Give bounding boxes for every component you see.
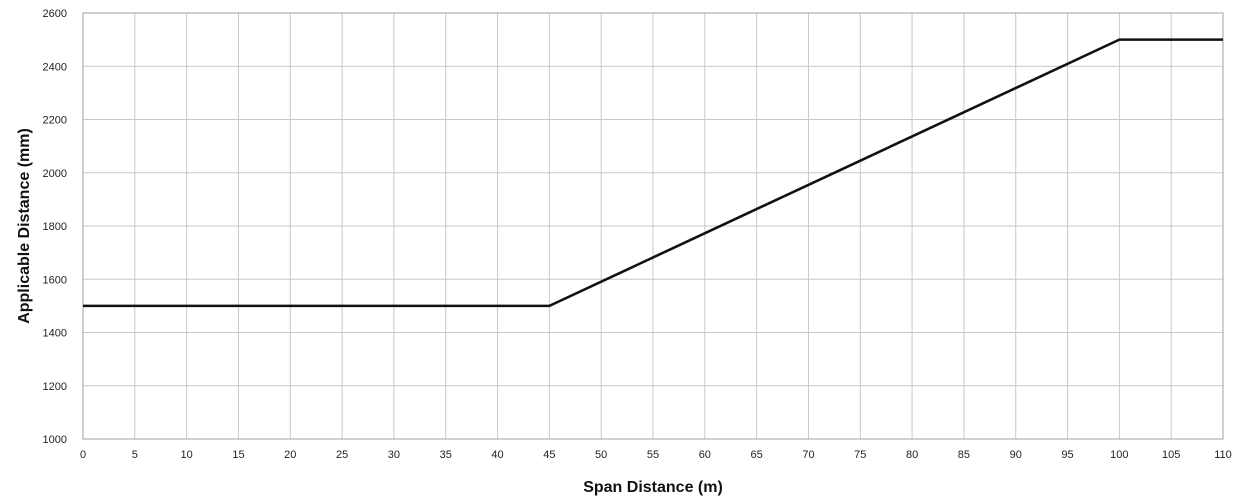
x-tick-label: 50 bbox=[595, 449, 607, 461]
y-tick-label: 1400 bbox=[43, 328, 67, 340]
y-tick-label: 2000 bbox=[43, 168, 67, 180]
x-tick-label: 15 bbox=[232, 449, 244, 461]
y-tick-label: 2200 bbox=[43, 115, 67, 127]
x-tick-label: 90 bbox=[1010, 449, 1022, 461]
y-axis-title: Applicable Distance (mm) bbox=[16, 128, 33, 324]
y-tick-label: 1200 bbox=[43, 381, 67, 393]
x-tick-label: 80 bbox=[906, 449, 918, 461]
y-tick-label: 1800 bbox=[43, 221, 67, 233]
series-layer bbox=[83, 38, 1223, 308]
y-axis-tick-labels: 1000 1200 1400 1600 1800 2000 2200 2400 2600 bbox=[43, 8, 67, 446]
x-tick-label: 95 bbox=[1061, 449, 1073, 461]
x-tick-label: 55 bbox=[647, 449, 659, 461]
x-tick-label: 45 bbox=[543, 449, 555, 461]
x-tick-label: 75 bbox=[854, 449, 866, 461]
x-tick-label: 40 bbox=[491, 449, 503, 461]
x-tick-label: 85 bbox=[958, 449, 970, 461]
y-tick-label: 1600 bbox=[43, 274, 67, 286]
x-tick-label: 10 bbox=[181, 449, 193, 461]
series-line-0 bbox=[83, 38, 1223, 308]
x-tick-label: 35 bbox=[440, 449, 452, 461]
x-tick-label: 20 bbox=[284, 449, 296, 461]
x-tick-label: 25 bbox=[336, 449, 348, 461]
x-tick-label: 100 bbox=[1110, 449, 1128, 461]
x-tick-label: 105 bbox=[1162, 449, 1180, 461]
x-axis-tick-labels: 0 5 10 15 20 25 30 35 40 45 50 55 60 65 70 75 80 85 90 95 10… bbox=[80, 449, 1232, 461]
x-tick-label: 110 bbox=[1214, 449, 1232, 461]
y-tick-label: 2600 bbox=[43, 8, 67, 20]
x-tick-label: 65 bbox=[751, 449, 763, 461]
x-tick-label: 60 bbox=[699, 449, 711, 461]
x-tick-label: 70 bbox=[802, 449, 814, 461]
x-axis-title: Span Distance (m) bbox=[583, 479, 723, 496]
y-tick-label: 2400 bbox=[43, 61, 67, 73]
x-tick-label: 30 bbox=[388, 449, 400, 461]
y-tick-label: 1000 bbox=[43, 434, 67, 446]
x-tick-label: 0 bbox=[80, 449, 86, 461]
x-tick-label: 5 bbox=[132, 449, 138, 461]
plot-area-frame bbox=[82, 12, 1224, 440]
